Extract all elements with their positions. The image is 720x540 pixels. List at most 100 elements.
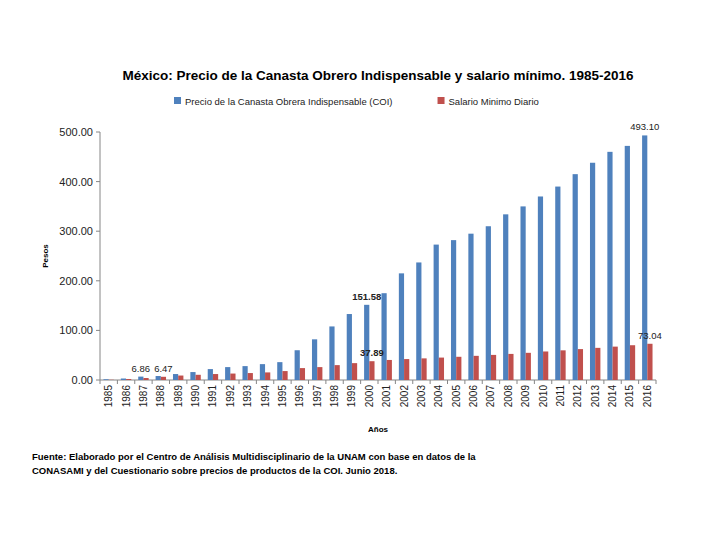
- x-tick: [221, 380, 222, 384]
- bar: [295, 350, 300, 380]
- data-label: 73.04: [638, 330, 662, 341]
- chart: México: Precio de la Canasta Obrero Indi…: [0, 0, 720, 540]
- bar: [126, 379, 131, 380]
- x-tick: [325, 380, 326, 384]
- x-tick: [291, 380, 292, 384]
- y-tick: [96, 280, 100, 281]
- bar: [208, 369, 213, 380]
- bar: [265, 372, 270, 380]
- x-tick: [638, 380, 639, 384]
- x-tick-label: 2002: [399, 385, 410, 408]
- legend-label: Salario Minimo Diario: [449, 96, 539, 107]
- title: México: Precio de la Canasta Obrero Indi…: [123, 68, 634, 83]
- bar: [300, 368, 305, 380]
- bar: [387, 360, 392, 380]
- data-label: 151.58: [352, 291, 381, 302]
- x-tick: [134, 380, 135, 384]
- bar: [607, 152, 612, 380]
- x-tick: [239, 380, 240, 384]
- x-tick-label: 2010: [538, 385, 549, 408]
- legend-swatch: [174, 97, 181, 104]
- x-tick: [152, 380, 153, 384]
- bar: [421, 358, 426, 380]
- x-tick-label: 1997: [312, 385, 323, 408]
- x-tick: [551, 380, 552, 384]
- y-tick: [96, 231, 100, 232]
- bar: [178, 376, 183, 380]
- x-tick-label: 2004: [433, 385, 444, 408]
- x-tick-label: 1998: [329, 385, 340, 408]
- x-tick-label: 2016: [642, 385, 653, 408]
- x-tick: [517, 380, 518, 384]
- bar: [103, 379, 108, 380]
- legend: Precio de la Canasta Obrera Indispensabl…: [174, 96, 539, 107]
- x-tick-label: 2014: [607, 385, 618, 408]
- y-tick: [96, 132, 100, 133]
- y-axis: [100, 132, 101, 380]
- x-tick-label: 1999: [346, 385, 357, 408]
- x-tick-label: 2015: [624, 385, 635, 408]
- x-tick-label: 1992: [225, 385, 236, 408]
- bar: [520, 206, 525, 380]
- bar: [508, 354, 513, 380]
- bar: [590, 163, 595, 380]
- bar: [369, 361, 374, 380]
- y-tick-label: 300.00: [59, 225, 93, 237]
- x-tick: [117, 380, 118, 384]
- bar: [630, 345, 635, 380]
- x-tick-label: 2000: [364, 385, 375, 408]
- x-tick: [430, 380, 431, 384]
- bar: [329, 326, 334, 380]
- x-tick-label: 1996: [294, 385, 305, 408]
- x-tick-label: 2007: [485, 385, 496, 408]
- x-tick: [378, 380, 379, 384]
- x-tick-label: 1985: [103, 385, 114, 408]
- x-tick-label: 2013: [590, 385, 601, 408]
- x-tick: [343, 380, 344, 384]
- y-tick: [96, 181, 100, 182]
- bar: [317, 367, 322, 380]
- x-tick-label: 1994: [260, 385, 271, 408]
- x-tick-label: 1995: [277, 385, 288, 408]
- x-tick-label: 1991: [207, 385, 218, 408]
- data-label: 6.47: [154, 363, 173, 374]
- bar: [248, 373, 253, 380]
- x-tick: [656, 380, 657, 384]
- bar: [404, 359, 409, 380]
- x-tick: [100, 380, 101, 384]
- x-tick-label: 2005: [451, 385, 462, 408]
- bar: [543, 351, 548, 380]
- bar: [312, 339, 317, 380]
- y-tick: [96, 330, 100, 331]
- x-tick: [499, 380, 500, 384]
- bar: [196, 375, 201, 380]
- x-tick: [273, 380, 274, 384]
- bar: [399, 273, 404, 380]
- bar: [335, 365, 340, 380]
- bar: [573, 174, 578, 380]
- bar: [416, 262, 421, 380]
- x-tick: [308, 380, 309, 384]
- y-tick-label: 400.00: [59, 176, 93, 188]
- bar: [526, 353, 531, 380]
- bar: [474, 356, 479, 380]
- bar: [468, 234, 473, 380]
- x-tick: [186, 380, 187, 384]
- x-tick: [482, 380, 483, 384]
- x-tick: [395, 380, 396, 384]
- y-axis-label: Pesos: [41, 244, 50, 268]
- bar: [352, 363, 357, 380]
- bar: [647, 344, 652, 380]
- x-tick: [360, 380, 361, 384]
- x-tick: [586, 380, 587, 384]
- bar: [578, 349, 583, 380]
- bar: [595, 348, 600, 380]
- x-tick-label: 1990: [190, 385, 201, 408]
- x-tick: [621, 380, 622, 384]
- x-axis-label: Años: [368, 425, 389, 434]
- y-tick: [96, 380, 100, 381]
- data-label: 37.89: [360, 347, 384, 358]
- x-tick: [447, 380, 448, 384]
- x-tick: [204, 380, 205, 384]
- bar: [121, 379, 126, 380]
